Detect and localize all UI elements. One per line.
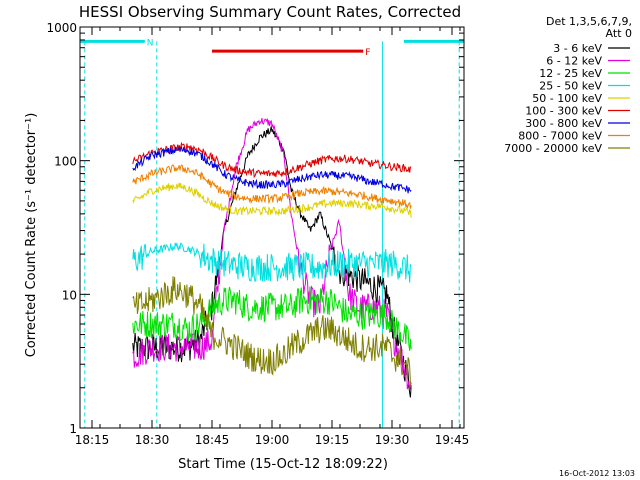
- x-tick-label-0: 18:15: [75, 433, 110, 447]
- x-tick-label-5: 19:30: [375, 433, 410, 447]
- timestamp: 16-Oct-2012 13:03: [559, 469, 635, 478]
- series-line-3: [132, 241, 412, 283]
- legend-header-line2: Att 0: [606, 27, 632, 40]
- series-line-0: [132, 126, 412, 398]
- legend-label-3: 25 - 50 keV: [539, 80, 602, 93]
- series-line-2: [132, 286, 412, 351]
- flag-label-N: N: [147, 38, 154, 48]
- chart-title: HESSI Observing Summary Count Rates, Cor…: [79, 3, 461, 21]
- legend-label-5: 100 - 300 keV: [525, 105, 602, 118]
- legend-label-6: 300 - 800 keV: [525, 117, 602, 130]
- y-tick-label-2: 100: [54, 155, 77, 169]
- series-line-5: [132, 141, 412, 179]
- x-tick-label-1: 18:30: [135, 433, 170, 447]
- legend-label-1: 6 - 12 keV: [546, 55, 602, 68]
- series-line-1: [132, 117, 412, 390]
- y-tick-label-0: 1: [69, 422, 77, 436]
- legend-label-0: 3 - 6 keV: [553, 42, 602, 55]
- legend-label-4: 50 - 100 keV: [532, 92, 602, 105]
- legend-label-7: 800 - 7000 keV: [518, 130, 602, 143]
- series-lines: [132, 117, 412, 398]
- y-tick-label-1: 10: [62, 288, 77, 302]
- legend-header-line1: Det 1,3,5,6,7,9,: [546, 15, 632, 28]
- x-tick-label-4: 19:15: [315, 433, 350, 447]
- x-axis-label: Start Time (15-Oct-12 18:09:22): [178, 457, 388, 472]
- y-axis-label: Corrected Count Rate (s⁻¹ detector⁻¹): [24, 113, 39, 358]
- series-line-7: [132, 164, 412, 210]
- axes: 18:15 18:30 18:45 19:00 19:15 19:30 19:45 1 10 10…: [46, 21, 469, 447]
- series-line-4: [132, 182, 412, 218]
- flag-markers: NF: [80, 38, 464, 58]
- legend-label-8: 7000 - 20000 keV: [504, 142, 602, 155]
- x-tick-label-6: 19:45: [435, 433, 470, 447]
- y-tick-label-3: 1000: [46, 21, 77, 35]
- legend-label-2: 12 - 25 keV: [539, 67, 602, 80]
- interval-lines: [84, 41, 460, 428]
- x-tick-label-3: 19:00: [255, 433, 290, 447]
- x-tick-label-2: 18:45: [195, 433, 230, 447]
- series-line-8: [132, 276, 412, 388]
- flag-label-F: F: [365, 48, 370, 58]
- series-line-6: [132, 145, 412, 194]
